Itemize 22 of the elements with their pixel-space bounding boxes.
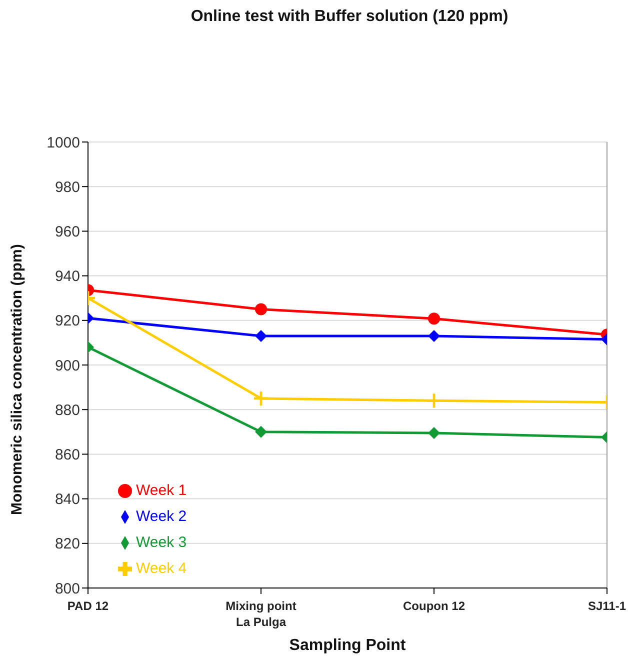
- y-tick-label: 880: [54, 402, 80, 419]
- y-tick-label: 900: [54, 357, 80, 374]
- y-tick-label: 800: [54, 580, 80, 598]
- y-tick-label: 820: [54, 536, 80, 553]
- x-tick-label: PAD 12: [67, 599, 109, 613]
- y-tick-label: 980: [54, 178, 80, 196]
- y-tick-label: 940: [54, 268, 80, 286]
- x-axis-title: Sampling Point: [289, 637, 406, 654]
- y-tick-label: 920: [54, 312, 80, 330]
- legend-label: Week 2: [136, 508, 187, 525]
- legend-label: Week 4: [136, 560, 187, 577]
- legend-label: Week 1: [136, 482, 187, 499]
- x-tick-label: SJ11-1: [588, 599, 626, 613]
- y-axis-title: Monomeric silica concentration (ppm): [8, 244, 26, 515]
- legend-label: Week 3: [136, 534, 187, 551]
- y-tick-label: 860: [54, 446, 80, 464]
- x-tick-label: Mixing point La Pulga: [226, 599, 296, 629]
- y-tick-label: 960: [54, 224, 80, 241]
- chart-title: Online test with Buffer solution (120 ppm): [190, 8, 510, 27]
- y-tick-label: 1000: [46, 134, 80, 152]
- x-tick-label: Coupon 12: [403, 599, 466, 613]
- y-tick-label: 840: [54, 491, 80, 508]
